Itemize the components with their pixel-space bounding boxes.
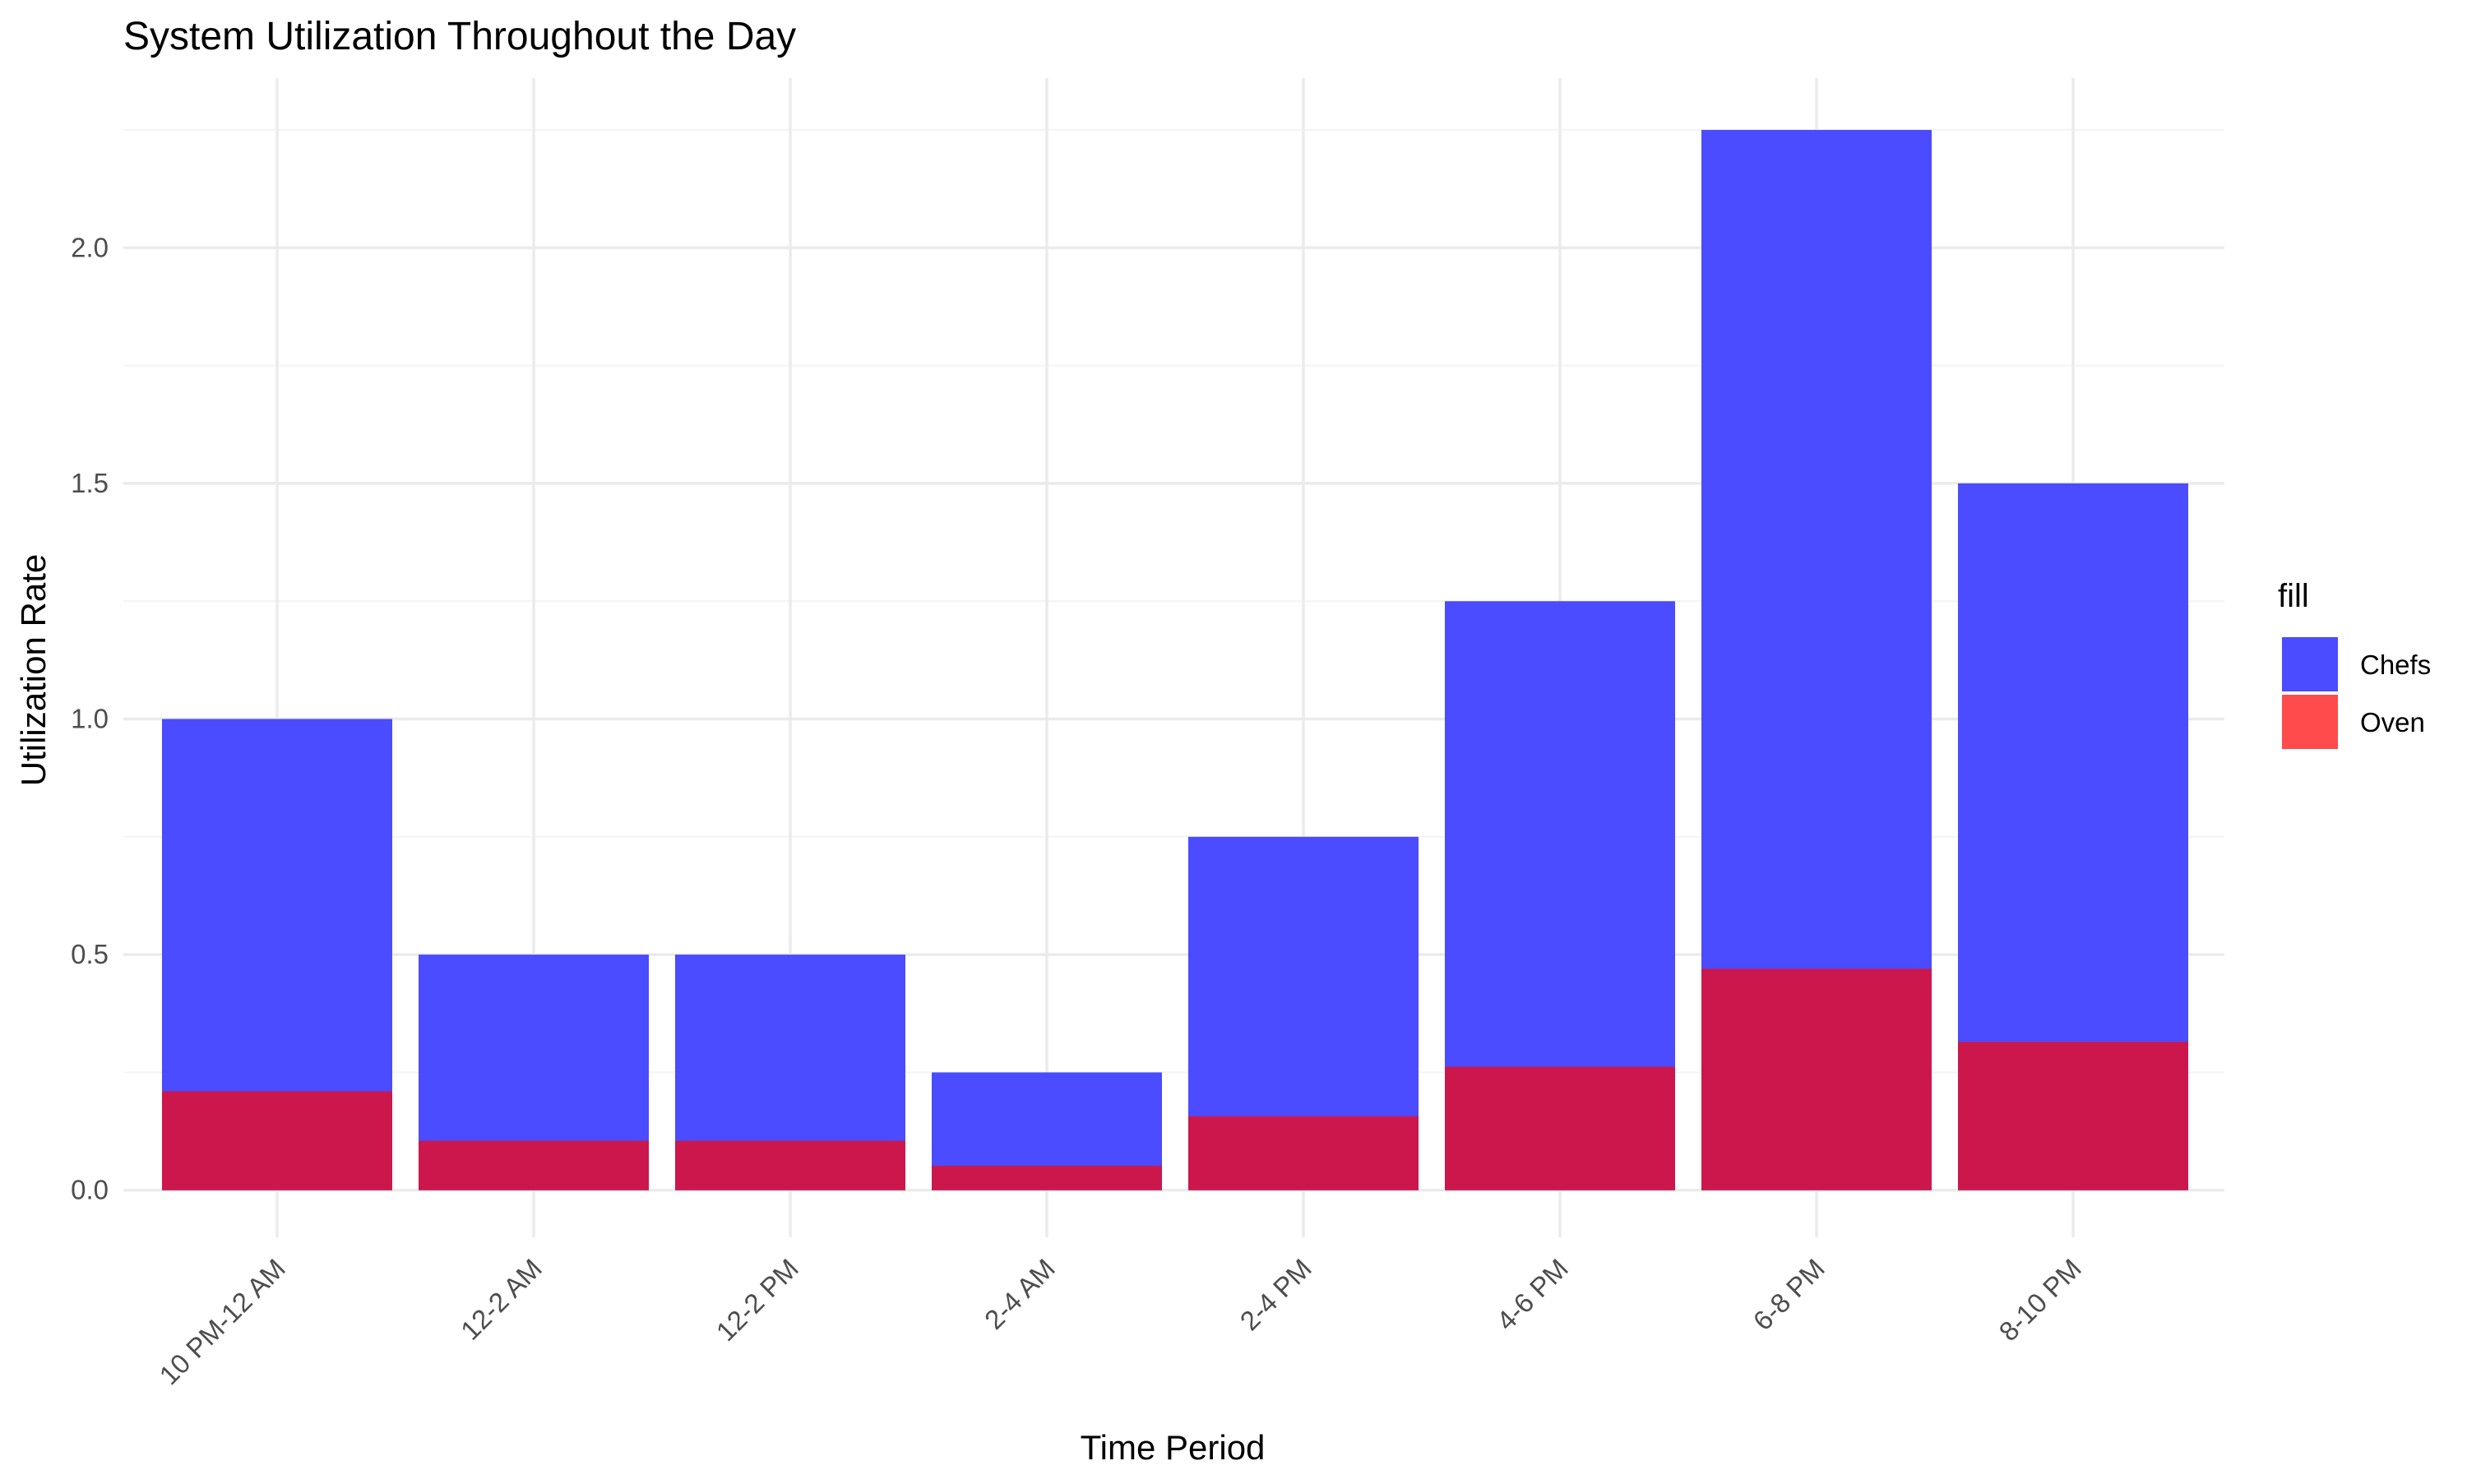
x-tick-label: 12-2 PM [710,1253,804,1347]
legend-title: fill [2278,578,2309,614]
bars [162,130,2188,1190]
x-tick-label: 12-2 AM [455,1253,548,1346]
y-tick-label: 1.5 [71,468,109,498]
y-axis-title: Utilization Rate [14,554,53,786]
bar-oven-1 [419,1140,649,1190]
legend-label-oven: Oven [2360,707,2425,737]
bar-oven-6 [1701,969,1932,1190]
legend-label-chefs: Chefs [2360,650,2431,680]
bar-oven-4 [1188,1116,1419,1190]
x-tick-label: 8-10 PM [1993,1253,2087,1347]
x-axis-ticks: 10 PM-12 AM 12-2 AM 12-2 PM 2-4 AM 2-4 PM 4-6… [153,1253,2087,1391]
legend-items: Chefs Oven [2282,637,2431,749]
bar-oven-3 [932,1165,1162,1190]
bar-oven-0 [162,1091,392,1190]
legend-swatch-chefs [2282,637,2338,691]
chart-title: System Utilization Throughout the Day [123,15,796,58]
legend-swatch-oven [2282,695,2338,749]
y-axis-ticks: 0.0 0.5 1.0 1.5 2.0 [71,232,109,1204]
x-tick-label: 2-4 PM [1234,1253,1317,1336]
y-tick-label: 0.0 [71,1175,109,1205]
bar-oven-7 [1958,1042,2188,1190]
x-tick-label: 2-4 AM [979,1253,1061,1335]
x-tick-label: 6-8 PM [1747,1253,1831,1336]
bar-oven-5 [1445,1066,1675,1190]
x-tick-label: 4-6 PM [1491,1253,1574,1336]
x-tick-label: 10 PM-12 AM [153,1253,291,1391]
y-tick-label: 0.5 [71,939,109,969]
x-axis-title: Time Period [1081,1428,1266,1467]
legend: fill Chefs Oven [2278,578,2431,749]
y-tick-label: 2.0 [71,232,109,262]
bar-oven-2 [675,1140,905,1190]
y-tick-label: 1.0 [71,704,109,734]
